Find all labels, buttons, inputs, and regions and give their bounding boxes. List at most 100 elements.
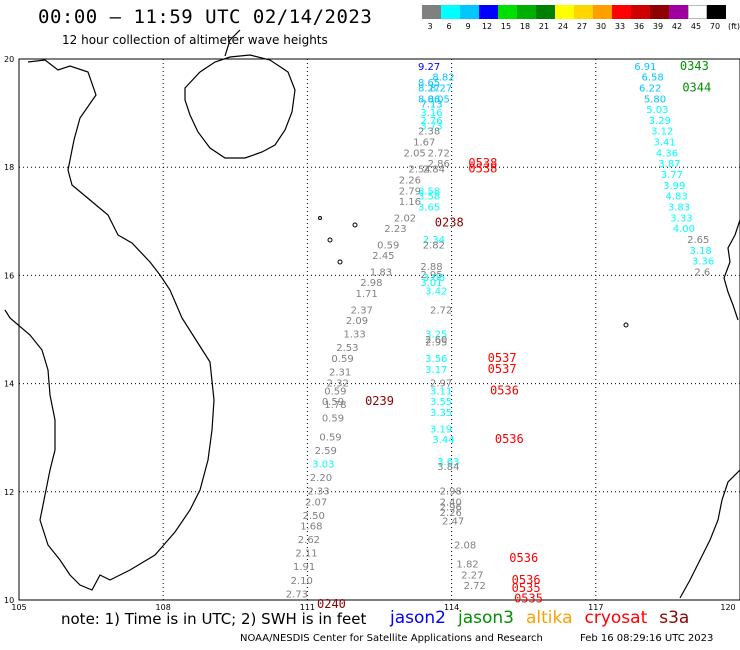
wave-height-label: 1.16 bbox=[399, 197, 421, 208]
colorbar-label: 12 bbox=[481, 22, 493, 31]
wave-height-label: 0.59 bbox=[331, 354, 353, 365]
colorbar-swatch bbox=[441, 5, 460, 19]
wave-height-label: 2.11 bbox=[295, 549, 317, 560]
wave-height-label: 5.80 bbox=[644, 94, 666, 105]
pass-time-label: 0343 bbox=[680, 59, 709, 73]
wave-height-label: 1.83 bbox=[370, 267, 392, 278]
page-subtitle: 12 hour collection of altimeter wave hei… bbox=[62, 33, 328, 47]
wave-height-label: 2.33 bbox=[307, 487, 329, 498]
colorbar-label: 42 bbox=[671, 22, 683, 31]
wave-height-label: 3.99 bbox=[663, 181, 685, 192]
wave-height-label: 3.16 bbox=[420, 108, 442, 119]
y-tick-label: 12 bbox=[4, 488, 14, 497]
plot-frame bbox=[18, 58, 740, 601]
wave-height-label: 2.20 bbox=[310, 473, 332, 484]
colorbar-swatch bbox=[460, 5, 479, 19]
wave-height-label: 3.29 bbox=[649, 116, 671, 127]
wave-height-label: 2.79 bbox=[399, 186, 421, 197]
footer-note: note: 1) Time is in UTC; 2) SWH is in fe… bbox=[61, 610, 367, 628]
wave-height-label: 2.45 bbox=[372, 251, 394, 262]
wave-height-label: 3.41 bbox=[653, 138, 675, 149]
wave-height-label: 2.82 bbox=[423, 240, 445, 251]
wave-height-label: 2.53 bbox=[336, 343, 358, 354]
pass-time-label: 0538 bbox=[468, 156, 497, 170]
wave-height-label: 9.27 bbox=[418, 62, 440, 73]
x-tick-label: 108 bbox=[156, 603, 171, 610]
wave-height-label: 2.32 bbox=[327, 378, 349, 389]
wave-height-label: 4.00 bbox=[673, 224, 695, 235]
wave-height-label: 3.36 bbox=[692, 257, 714, 268]
wave-height-label: 2.86 bbox=[428, 159, 450, 170]
wave-height-label: 6.22 bbox=[639, 83, 661, 94]
wave-height-label: 3.06 bbox=[423, 273, 445, 284]
wave-height-label: 3.58 bbox=[418, 192, 440, 203]
colorbar-label: 21 bbox=[538, 22, 550, 31]
wave-height-label: 2.88 bbox=[420, 262, 442, 273]
wave-height-label: 3.55 bbox=[430, 397, 452, 408]
grid-lines bbox=[18, 58, 740, 601]
axis-ticks: 105 108 111 114 117 120 10 12 14 16 18 20 bbox=[4, 55, 736, 610]
wave-height-label: 2.02 bbox=[394, 213, 416, 224]
page-title: 00:00 – 11:59 UTC 02/14/2023 bbox=[38, 6, 373, 28]
colorbar-label: 6 bbox=[446, 22, 452, 31]
pass-time-label: 0536 bbox=[509, 551, 538, 565]
y-tick-label: 18 bbox=[4, 163, 14, 172]
wave-height-label: 3.87 bbox=[658, 159, 680, 170]
x-tick-label: 111 bbox=[300, 603, 315, 610]
colorbar-label: 9 bbox=[465, 22, 471, 31]
wave-height-label: 3.65 bbox=[418, 202, 440, 213]
pass-time-label: 0537 bbox=[488, 362, 517, 376]
wave-height-label: 2.6 bbox=[694, 267, 710, 278]
wave-height-label: 2.47 bbox=[442, 516, 464, 527]
wave-height-label: 3.11 bbox=[430, 386, 452, 397]
legend-item-altika: altika bbox=[526, 608, 573, 628]
wave-height-label: 3.42 bbox=[425, 286, 447, 297]
wave-height-label: 2.40 bbox=[440, 497, 462, 508]
colorbar-label: 18 bbox=[519, 22, 531, 31]
wave-height-label: 8.27 bbox=[430, 83, 452, 94]
coastline-layer bbox=[4, 29, 740, 599]
legend-item-jason3: jason3 bbox=[458, 608, 514, 628]
wave-height-label: 6.58 bbox=[641, 73, 663, 84]
credit-line: NOAA/NESDIS Center for Satellite Applica… bbox=[240, 633, 543, 644]
pass-time-label: 0238 bbox=[435, 216, 464, 230]
colorbar-label: 45 bbox=[690, 22, 702, 31]
wave-height-label: 3.56 bbox=[425, 354, 447, 365]
wave-height-label: 3.18 bbox=[690, 246, 712, 257]
wave-height-label: 2.96 bbox=[440, 503, 462, 514]
wave-height-label: 3.58 bbox=[418, 186, 440, 197]
wave-height-label: 4.83 bbox=[665, 192, 687, 203]
pass-time-label: 0538 bbox=[468, 162, 497, 176]
wave-height-label: 2.65 bbox=[687, 235, 709, 246]
pass-time-label: 0535 bbox=[514, 592, 543, 606]
colorbar-swatch bbox=[688, 5, 707, 19]
wave-height-label: 2.72 bbox=[430, 305, 452, 316]
wave-height-label: 2.98 bbox=[360, 278, 382, 289]
wave-height-label: 2.34 bbox=[423, 235, 445, 246]
x-tick-label: 114 bbox=[444, 603, 459, 610]
pass-time-label: 0536 bbox=[512, 573, 541, 587]
island-marker bbox=[327, 237, 333, 243]
wave-height-label: 1.71 bbox=[355, 289, 377, 300]
wave-height-label: 3.33 bbox=[670, 213, 692, 224]
wave-height-label: 1.82 bbox=[456, 560, 478, 571]
wave-height-label: 2.09 bbox=[346, 316, 368, 327]
colorbar-unit: (ft) bbox=[728, 22, 740, 31]
wave-height-label: 5.03 bbox=[646, 105, 668, 116]
wave-height-label: 3.25 bbox=[425, 330, 447, 341]
wave-height-label: 2.72 bbox=[464, 581, 486, 592]
wave-height-label: 2.26 bbox=[399, 175, 421, 186]
pass-time-label: 0344 bbox=[682, 80, 711, 94]
wave-height-label: 7.13 bbox=[420, 100, 442, 111]
wave-height-label: 1.78 bbox=[324, 400, 346, 411]
colorbar-swatch bbox=[479, 5, 498, 19]
wave-height-label: 2.31 bbox=[329, 367, 351, 378]
island-marker bbox=[318, 216, 322, 220]
philippines-coastline bbox=[723, 219, 740, 321]
wave-height-label: 2.54 bbox=[408, 165, 430, 176]
pass-time-label: 0535 bbox=[512, 581, 541, 595]
wave-height-label: 0.59 bbox=[377, 240, 399, 251]
wave-height-label: 2.76 bbox=[420, 116, 442, 127]
y-tick-label: 16 bbox=[4, 271, 14, 280]
y-tick-label: 14 bbox=[4, 380, 14, 389]
